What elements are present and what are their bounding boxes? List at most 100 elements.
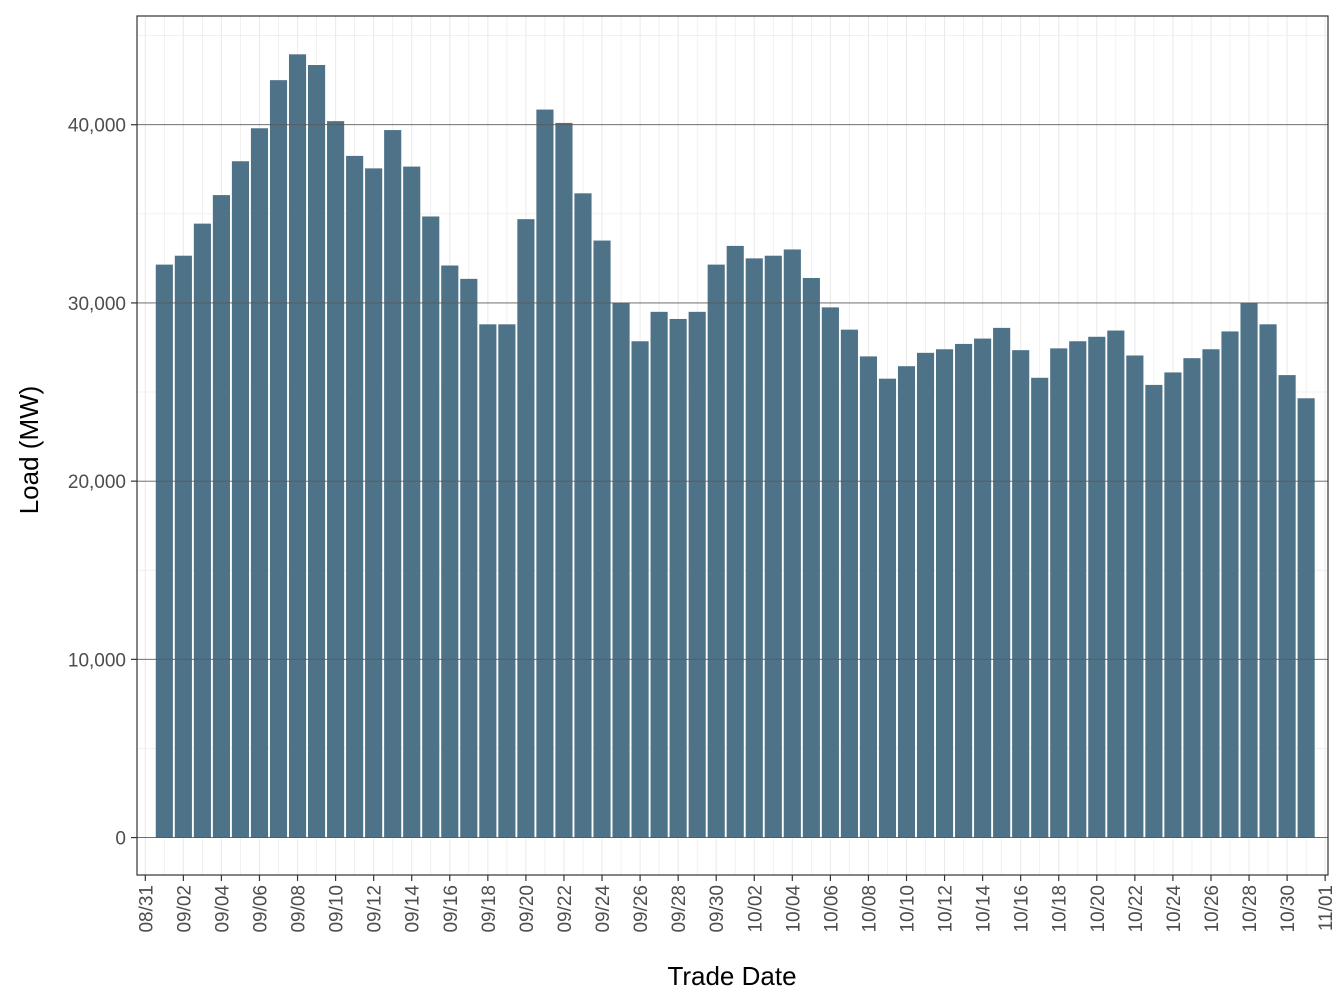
x-tick-label: 09/20 — [517, 885, 538, 933]
x-tick-label: 10/16 — [1012, 885, 1033, 933]
x-tick-label: 09/06 — [250, 885, 271, 933]
bar — [783, 249, 801, 838]
bars — [137, 54, 1328, 839]
bar — [517, 219, 535, 838]
bar — [1145, 384, 1163, 838]
bar — [897, 366, 916, 838]
x-tick-label: 09/18 — [479, 885, 500, 933]
bar — [212, 195, 230, 838]
bar — [384, 130, 402, 838]
bar — [726, 245, 744, 838]
bar — [612, 302, 630, 838]
x-tick-label: 09/14 — [403, 885, 424, 933]
x-tick-label: 10/28 — [1240, 885, 1261, 933]
x-tick-label: 09/12 — [365, 885, 386, 933]
bar — [1069, 341, 1087, 838]
bar — [593, 240, 611, 838]
bar — [764, 255, 782, 838]
x-tick-label: 10/20 — [1088, 885, 1109, 933]
bar — [821, 307, 839, 838]
x-axis: 08/31 09/02 09/04 09/06 09/08 09/10 09/12 09/14… — [136, 875, 1337, 933]
bar — [669, 318, 687, 838]
x-tick-label: 10/04 — [783, 885, 804, 933]
x-axis-title: Trade Date — [667, 961, 796, 991]
x-tick-label: 08/31 — [136, 885, 157, 933]
bar — [650, 311, 668, 838]
bar — [802, 277, 820, 838]
bar — [1050, 348, 1068, 838]
y-tick-label: 0 — [115, 829, 126, 850]
bar — [479, 324, 497, 838]
x-tick-label: 10/24 — [1164, 885, 1185, 933]
y-tick-label: 10,000 — [68, 650, 126, 671]
x-tick-label: 09/26 — [631, 885, 652, 933]
x-tick-label: 10/26 — [1202, 885, 1223, 933]
bar — [536, 109, 554, 838]
x-tick-label: 10/06 — [821, 885, 842, 933]
bar — [193, 223, 211, 838]
y-tick-label: 20,000 — [68, 472, 126, 493]
y-axis: 0 10,000 20,000 30,000 40,000 — [68, 116, 137, 850]
x-tick-label: 10/08 — [859, 885, 880, 933]
bar — [840, 329, 858, 838]
bar — [574, 193, 592, 838]
bar — [1164, 372, 1182, 838]
x-tick-label: 10/10 — [898, 885, 919, 933]
bar — [688, 311, 706, 838]
bar — [1088, 336, 1106, 838]
x-tick-label: 10/30 — [1278, 885, 1299, 933]
x-tick-label: 09/04 — [212, 885, 233, 933]
bar — [859, 356, 878, 838]
x-tick-label: 09/22 — [555, 885, 576, 933]
bar — [327, 121, 345, 838]
bar — [269, 80, 288, 838]
x-tick-label: 11/01 — [1316, 885, 1337, 931]
bar — [155, 264, 173, 838]
x-tick-label: 09/24 — [593, 885, 614, 933]
bar — [1107, 330, 1125, 838]
bar — [707, 264, 725, 838]
y-tick-label: 40,000 — [68, 116, 126, 137]
y-tick-label: 30,000 — [68, 294, 126, 315]
bar — [308, 65, 326, 838]
bar — [1202, 349, 1220, 838]
plot-border — [136, 15, 1329, 876]
x-tick-label: 10/02 — [745, 885, 766, 933]
bar — [441, 265, 459, 838]
bar — [403, 166, 421, 838]
bar — [1259, 324, 1277, 838]
bar — [974, 338, 992, 838]
bar — [1183, 358, 1201, 838]
bar — [1221, 331, 1239, 838]
bar — [555, 122, 573, 838]
bar — [250, 128, 269, 838]
x-tick-label: 09/02 — [174, 885, 195, 933]
bar — [993, 327, 1011, 838]
bar — [878, 378, 897, 838]
x-tick-label: 10/12 — [936, 885, 957, 933]
bar — [1240, 302, 1258, 838]
bar — [1126, 355, 1144, 838]
bar — [916, 352, 935, 838]
bar — [460, 278, 478, 838]
y-axis-title: Load (MW) — [14, 386, 44, 515]
x-tick-label: 10/18 — [1050, 885, 1071, 933]
bar — [174, 255, 192, 838]
x-tick-label: 09/16 — [441, 885, 462, 933]
bar — [1012, 350, 1030, 838]
bar — [1297, 398, 1315, 838]
bar — [935, 349, 954, 838]
bar — [745, 258, 763, 838]
bar — [346, 155, 364, 838]
x-tick-label: 09/28 — [669, 885, 690, 933]
x-tick-label: 09/10 — [327, 885, 348, 933]
x-tick-label: 09/30 — [707, 885, 728, 933]
bar — [631, 341, 649, 838]
bar — [288, 54, 307, 838]
bar — [231, 161, 250, 838]
bar — [1031, 377, 1049, 838]
bar — [1278, 375, 1296, 838]
bar — [498, 324, 516, 838]
bar — [422, 216, 440, 838]
